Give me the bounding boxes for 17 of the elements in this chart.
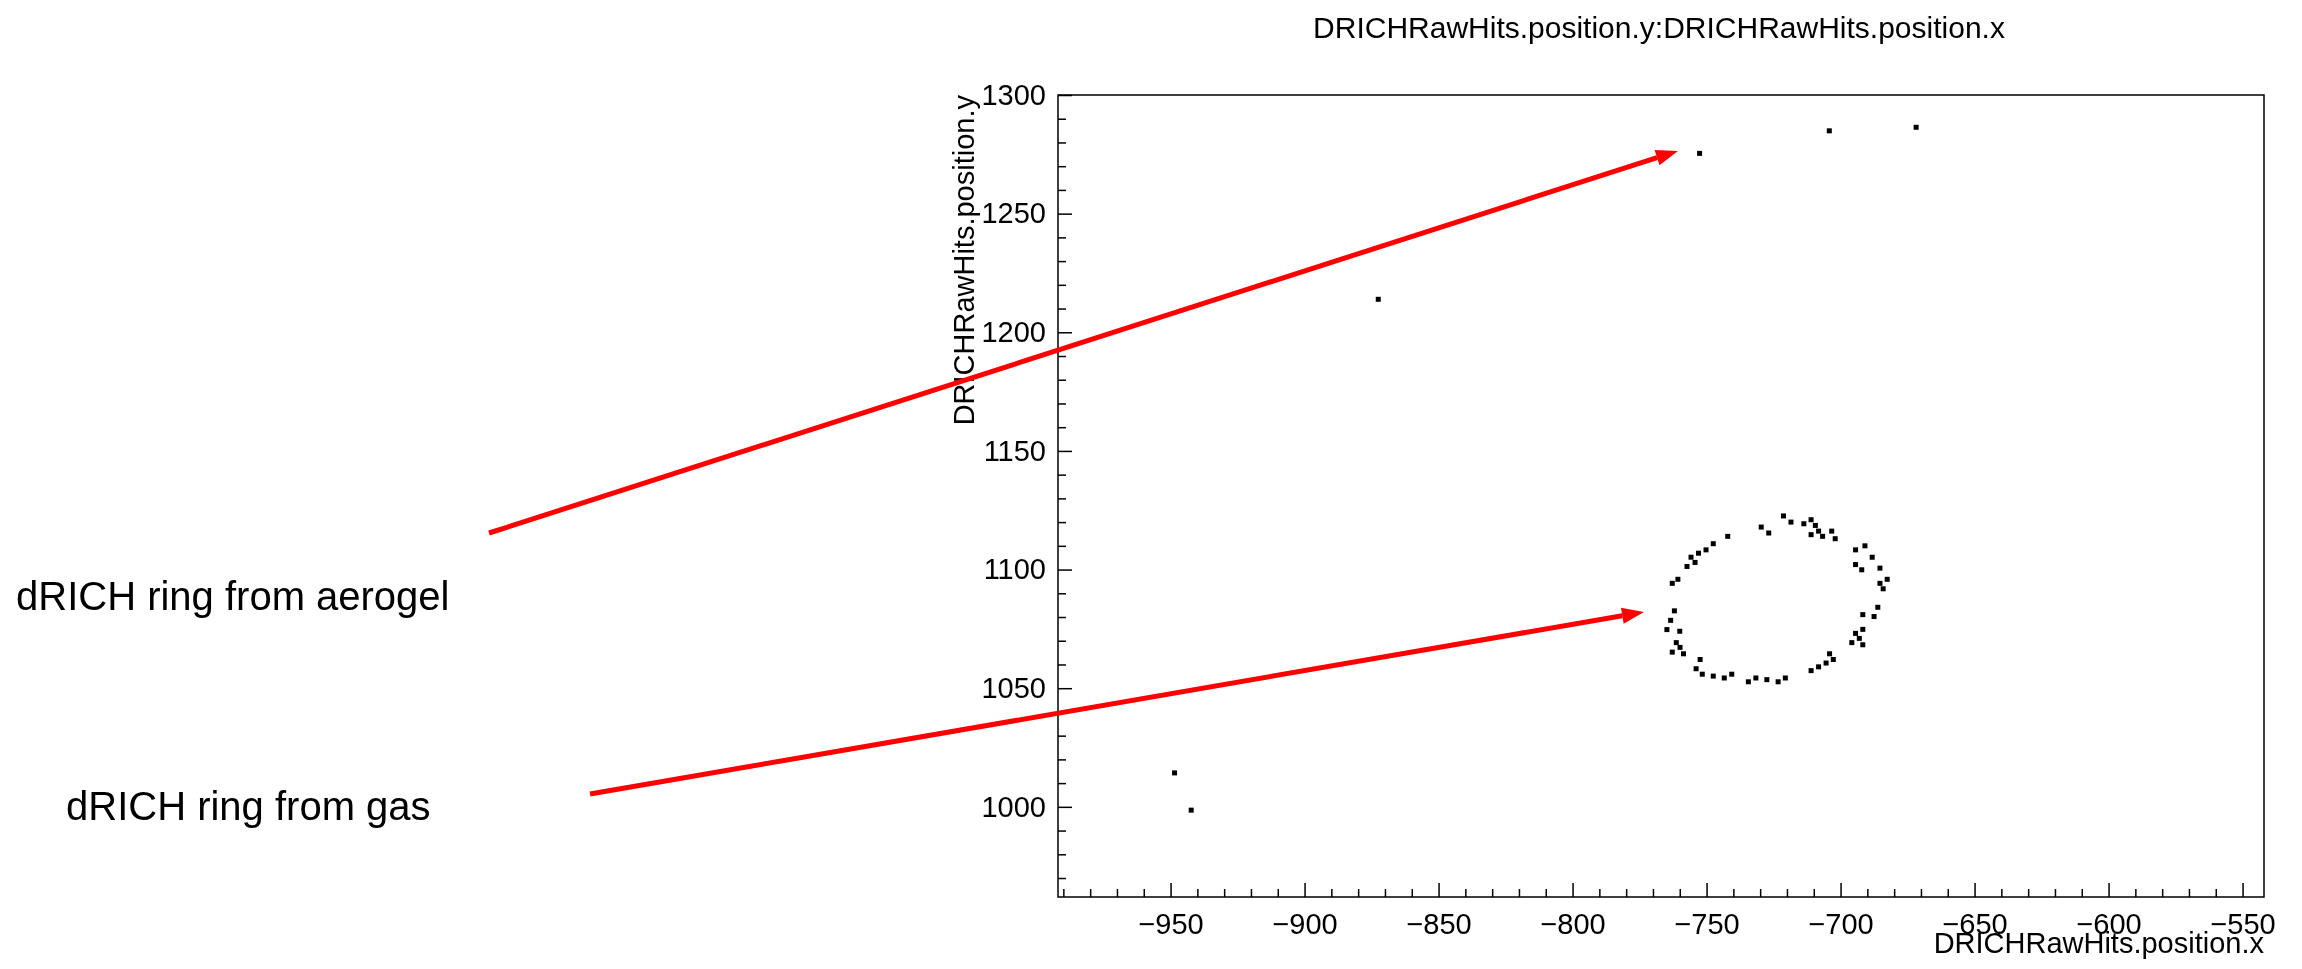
y-axis-title: DRICHRawHits.position.y	[947, 94, 980, 426]
y-tick-label: 1100	[983, 553, 1046, 586]
y-tick-label: 1250	[981, 197, 1046, 230]
x-tick-label: −750	[1674, 907, 1740, 940]
y-tick-label: 1200	[981, 316, 1046, 349]
text: dRICH ring from aerogel	[16, 574, 450, 618]
y-tick-label: 1000	[981, 790, 1046, 823]
x-tick-label: −700	[1808, 907, 1874, 940]
y-tick-label: 1050	[981, 671, 1046, 704]
y-tick-label: 1300	[981, 78, 1046, 111]
chart-title: DRICHRawHits.position.y:DRICHRawHits.position.x	[1313, 11, 2005, 44]
x-tick-label: −800	[1540, 907, 1606, 940]
x-tick-label: −900	[1272, 907, 1338, 940]
y-tick-label: 1150	[983, 434, 1046, 467]
x-tick-label: −850	[1406, 907, 1472, 940]
text: dRICH ring from gas	[66, 784, 431, 828]
x-tick-label: −950	[1138, 907, 1204, 940]
